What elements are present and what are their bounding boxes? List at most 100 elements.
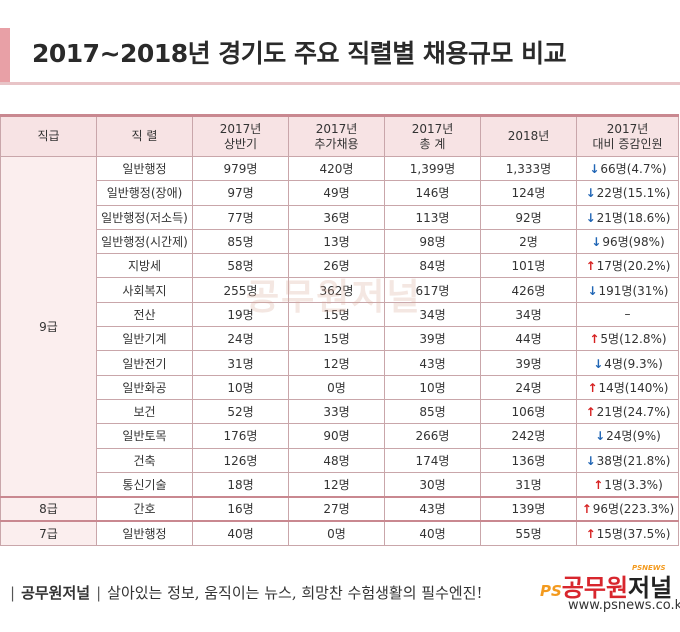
cell-total: 85명 [384,398,481,425]
cell-change: ↓191명(31%) [576,277,679,303]
arrow-down-icon: ↓ [585,453,596,468]
page-title: 2017~2018년 경기도 주요 직렬별 채용규모 비교 [32,39,567,68]
table-row: 일반토목 176명 90명 266명 242명 ↓24명(9%) [1,423,679,449]
recruitment-table: 직급 직 렬 2017년 상반기 2017년 추가채용 2017년 총 계 2018년 2017년… [0,114,679,546]
column-header-line: 2017년 [219,121,262,136]
cell-h1: 31명 [192,350,289,376]
cell-change: ↑15명(37.5%) [576,519,679,546]
column-header: 2018년 [480,115,577,157]
cell-extra: 0명 [288,519,385,546]
cell-h1: 85명 [192,228,289,255]
cell-extra: 26명 [288,253,385,279]
column-header: 2017년 총 계 [384,115,481,157]
cell-total: 40명 [384,519,481,546]
change-value: 191명(31%) [598,283,669,298]
change-value: 96명(223.3%) [592,502,675,517]
title-bar: 2017~2018년 경기도 주요 직렬별 채용규모 비교 [0,28,680,85]
change-value: 14명(140%) [598,380,669,395]
title-divider [0,82,680,85]
column-header-line: 2017년 [606,121,649,136]
cell-h1: 58명 [192,253,289,279]
cell-change: ↑14명(140%) [576,374,679,400]
cell-extra: 362명 [288,277,385,303]
cell-change: ↑21명(24.7%) [576,398,679,425]
cell-h1: 18명 [192,471,289,498]
cell-y2018: 34명 [480,301,577,328]
cell-change: ↓24명(9%) [576,423,679,449]
table-header-row: 직급 직 렬 2017년 상반기 2017년 추가채용 2017년 총 계 2018년 2017년… [0,115,679,157]
column-header-line: 직 렬 [131,129,158,143]
cell-series: 일반행정 [96,155,193,182]
table-row: 일반행정(시간제) 85명 13명 98명 2명 ↓96명(98%) [1,228,679,255]
cell-extra: 48명 [288,447,385,473]
arrow-up-icon: ↑ [587,380,598,395]
cell-series: 일반행정(장애) [96,180,193,206]
cell-series: 일반전기 [96,350,193,376]
arrow-down-icon: ↓ [595,429,606,444]
cell-series: 지방세 [96,253,193,279]
cell-extra: 27명 [288,495,385,522]
cell-h1: 176명 [192,423,289,449]
cell-total: 1,399명 [384,155,481,182]
grade-cell: 9급 [0,155,97,498]
cell-change: ↑1명(3.3%) [576,471,679,498]
cell-y2018: 124명 [480,180,577,206]
logo-main: 공무원 [561,574,629,602]
cell-h1: 24명 [192,326,289,352]
cell-h1: 19명 [192,301,289,328]
table-row: 전산 19명 15명 34명 34명 – [1,301,679,328]
cell-extra: 12명 [288,471,385,498]
cell-extra: 12명 [288,350,385,376]
cell-total: 30명 [384,471,481,498]
cell-h1: 126명 [192,447,289,473]
logo-tag: PSNEWS [632,564,666,572]
change-value: 17명(20.2%) [596,259,671,274]
cell-change: ↑96명(223.3%) [576,495,679,522]
table-row: 일반행정(장애) 97명 49명 146명 124명 ↓22명(15.1%) [1,180,679,206]
cell-y2018: 92명 [480,204,577,230]
cell-y2018: 55명 [480,519,577,546]
cell-extra: 15명 [288,301,385,328]
cell-y2018: 106명 [480,398,577,425]
arrow-up-icon: ↑ [581,502,592,517]
cell-series: 보건 [96,398,193,425]
cell-extra: 13명 [288,228,385,255]
cell-extra: 0명 [288,374,385,400]
column-header-line: 2017년 [411,121,454,136]
cell-h1: 52명 [192,398,289,425]
cell-h1: 77명 [192,204,289,230]
cell-extra: 90명 [288,423,385,449]
change-value: 21명(18.6%) [596,210,671,225]
cell-y2018: 24명 [480,374,577,400]
arrow-down-icon: ↓ [585,210,596,225]
grade-cell: 7급 [0,519,97,546]
column-header-line: 2017년 [315,121,358,136]
cell-series: 간호 [96,495,193,522]
column-header: 2017년 대비 증감인원 [576,115,679,157]
change-value: 66명(4.7%) [600,162,667,177]
cell-total: 10명 [384,374,481,400]
table-row: 보건 52명 33명 85명 106명 ↑21명(24.7%) [1,398,679,425]
table-body: 9급 일반행정 979명 420명 1,399명 1,333명 ↓66명(4.7%) 일반행정… [0,155,679,546]
cell-total: 146명 [384,180,481,206]
cell-h1: 979명 [192,155,289,182]
psnews-logo: PS공무원저널 PSNEWS [540,564,673,603]
column-header-line: 대비 증감인원 [592,136,663,151]
change-value: 22명(15.1%) [596,186,671,201]
arrow-down-icon: ↓ [589,162,600,177]
cell-h1: 16명 [192,495,289,522]
cell-y2018: 31명 [480,471,577,498]
cell-total: 266명 [384,423,481,449]
logo-sub: 저널 [628,574,673,602]
cell-y2018: 136명 [480,447,577,473]
change-value: 5명(12.8%) [600,332,667,347]
cell-total: 84명 [384,253,481,279]
footer-separator: | [96,584,102,602]
cell-total: 617명 [384,277,481,303]
logo-ps: PS [540,582,562,600]
cell-y2018: 242명 [480,423,577,449]
table-row: 일반전기 31명 12명 43명 39명 ↓4명(9.3%) [1,350,679,376]
cell-series: 통신기술 [96,471,193,498]
arrow-down-icon: ↓ [585,186,596,201]
cell-change: ↓22명(15.1%) [576,180,679,206]
